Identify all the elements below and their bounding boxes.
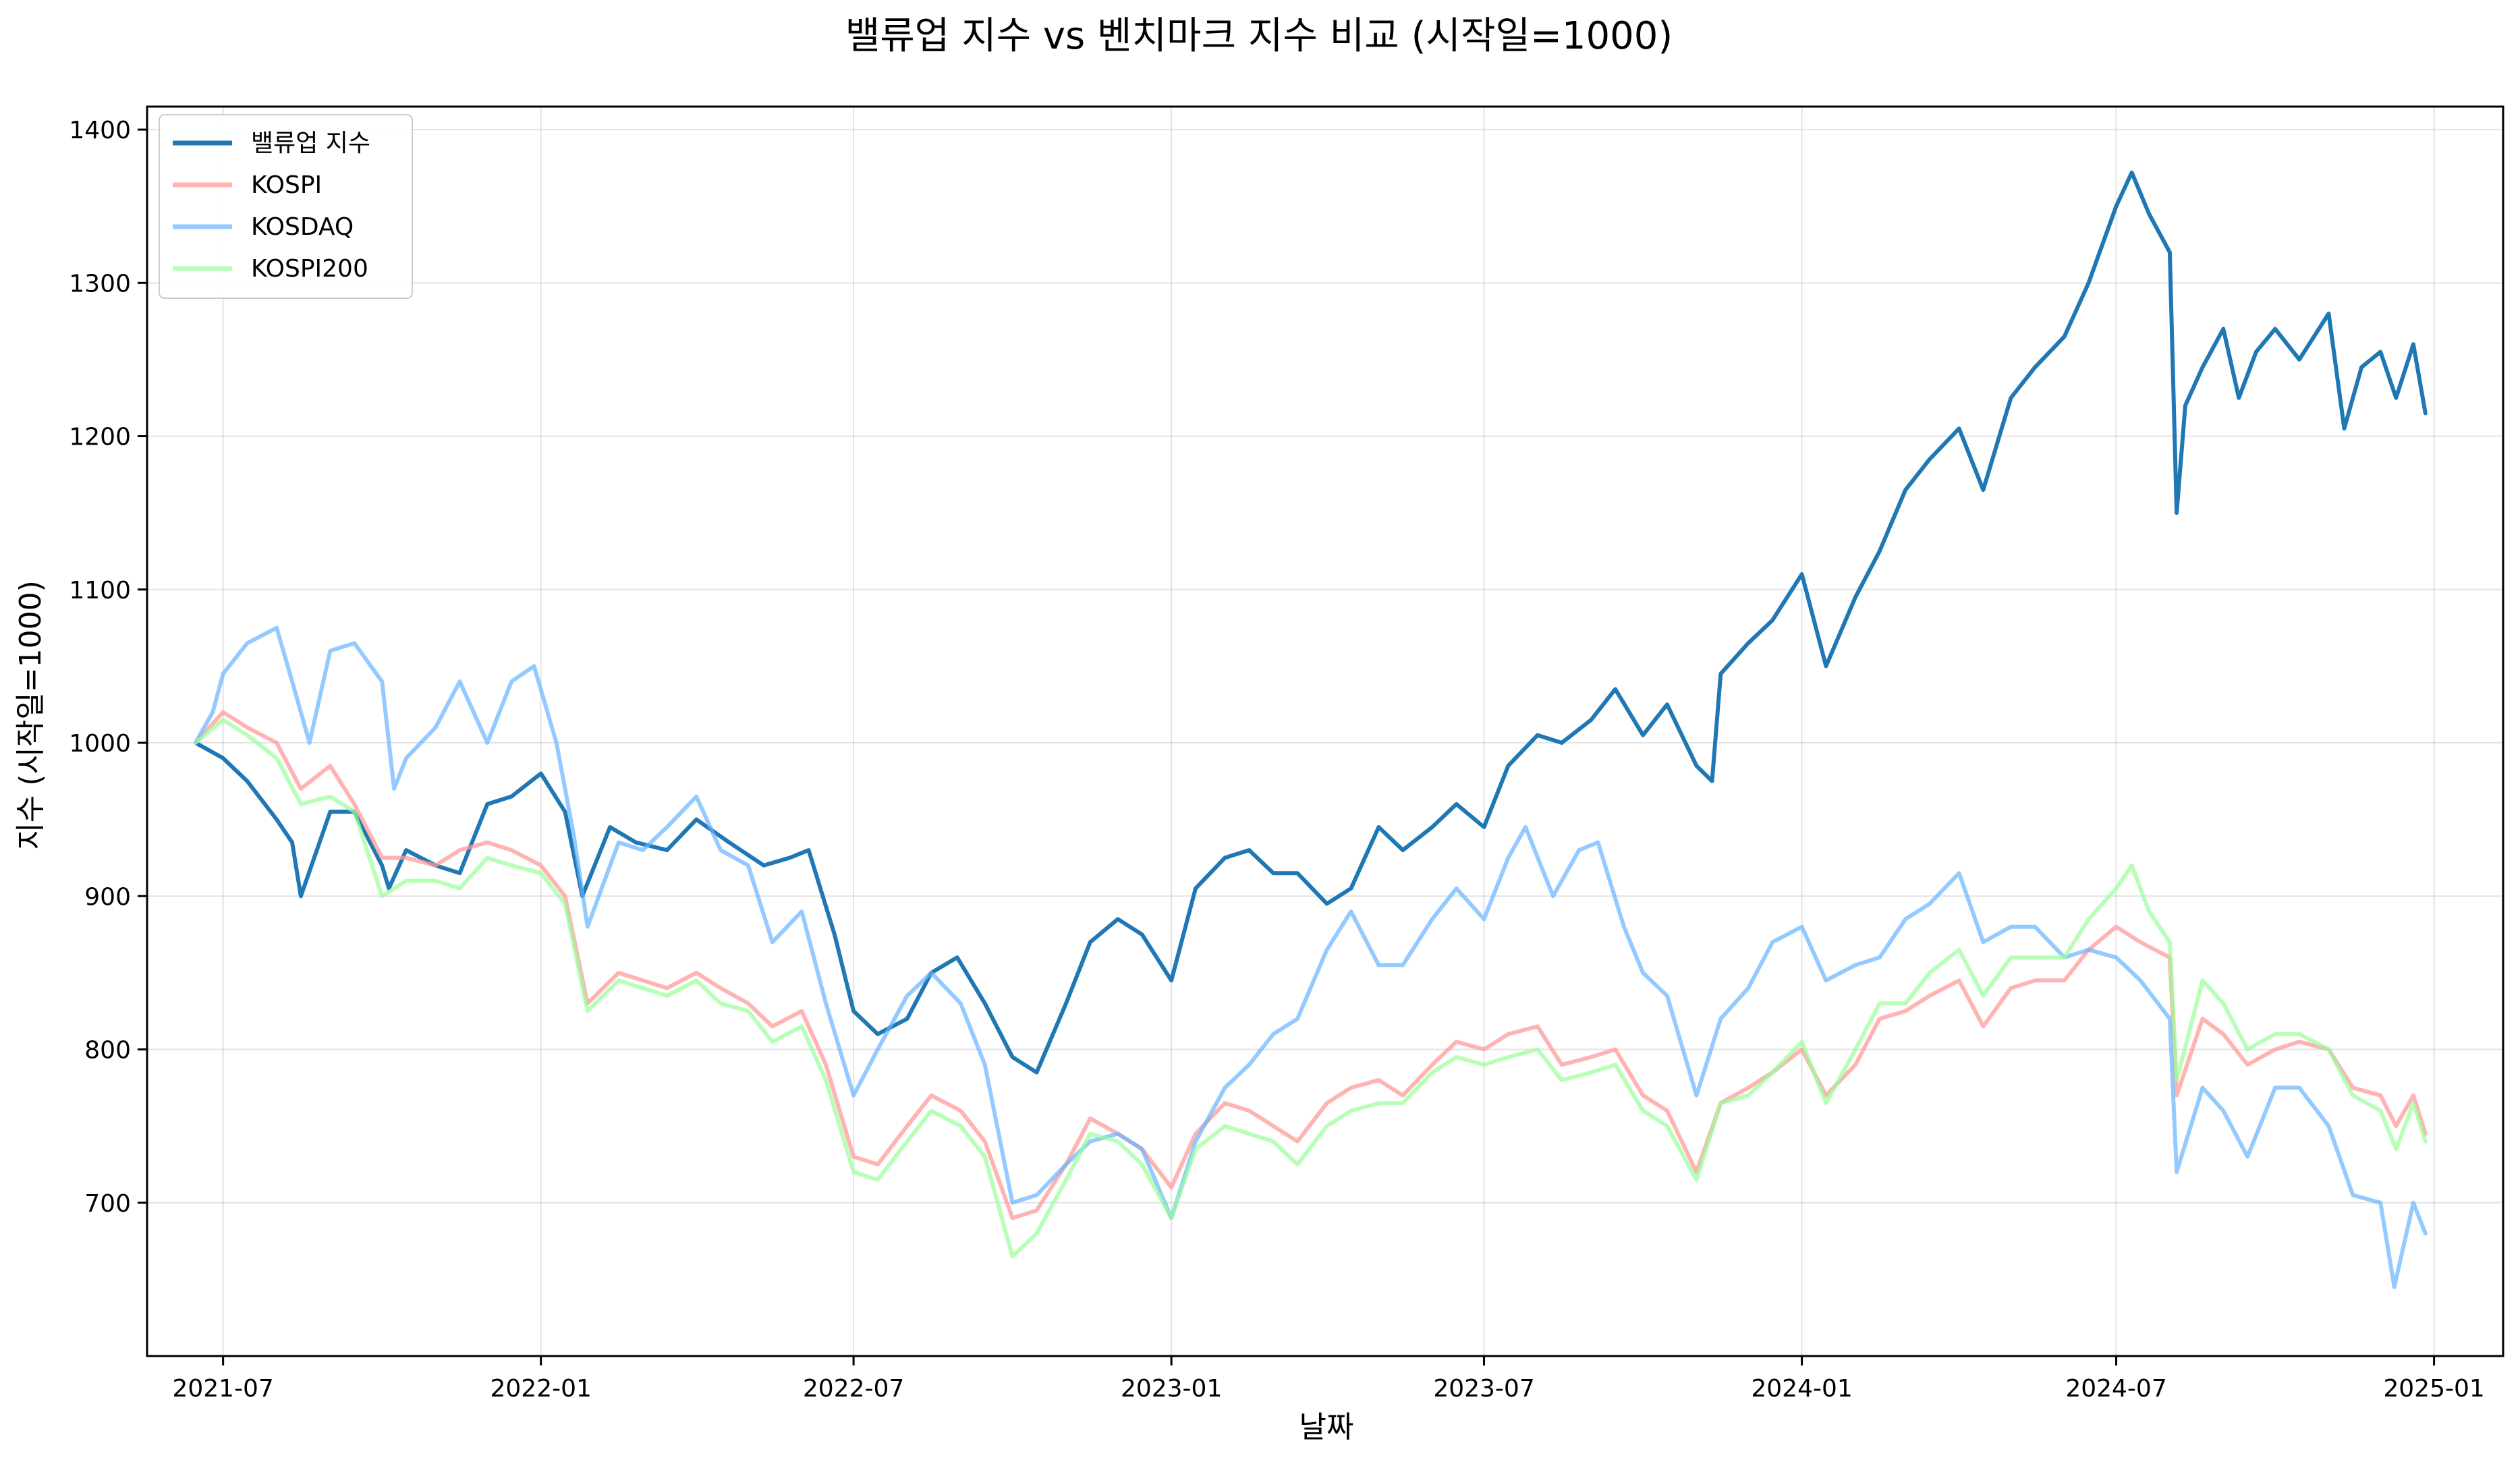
x-tick-label: 2025-01 xyxy=(2383,1375,2484,1403)
legend-items: 밸류업 지수 KOSPI KOSDAQ KOSPI200 xyxy=(173,130,370,283)
series-line xyxy=(193,170,2428,1075)
x-tick-label: 2023-07 xyxy=(1433,1375,1534,1403)
y-tick-label: 1400 xyxy=(69,117,131,144)
legend: 밸류업 지수 KOSPI KOSDAQ KOSPI200 xyxy=(159,114,413,299)
plot-frame xyxy=(146,105,2504,1357)
legend-label: KOSDAQ xyxy=(251,213,354,241)
x-tick-label: 2024-01 xyxy=(1751,1375,1852,1403)
legend-item-3: KOSPI200 xyxy=(173,255,368,283)
x-tick-label: 2022-01 xyxy=(490,1375,591,1403)
series-0 xyxy=(193,170,2428,1075)
legend-item-1: KOSPI xyxy=(173,171,322,199)
series-2 xyxy=(193,625,2428,1289)
chart-title: 밸류업 지수 vs 벤치마크 지수 비교 (시작일=1000) xyxy=(845,14,1673,58)
y-tick-label: 700 xyxy=(84,1190,131,1218)
x-axis-ticks: 2021-07 2022-01 2022-07 2023-01 2023-07 2024-… xyxy=(172,1356,2485,1403)
x-tick-label: 2024-07 xyxy=(2065,1375,2166,1403)
y-axis-ticks: 700 800 900 1000 1100 1200 1300 1400 xyxy=(69,117,147,1218)
legend-item-2: KOSDAQ xyxy=(173,213,354,241)
legend-label: 밸류업 지수 xyxy=(251,130,370,157)
x-tick-label: 2022-07 xyxy=(803,1375,904,1403)
x-tick-label: 2021-07 xyxy=(172,1375,273,1403)
y-tick-label: 1100 xyxy=(69,577,131,604)
y-tick-label: 1200 xyxy=(69,424,131,451)
legend-label: KOSPI200 xyxy=(251,255,368,283)
series-line xyxy=(193,625,2428,1289)
series-3 xyxy=(193,718,2428,1259)
legend-item-0: 밸류업 지수 xyxy=(173,130,370,157)
legend-label: KOSPI xyxy=(251,171,322,199)
y-tick-label: 900 xyxy=(84,883,131,911)
y-axis-label: 지수 (시작일=1000) xyxy=(13,580,48,850)
x-axis-label: 날짜 xyxy=(1299,1410,1354,1444)
y-tick-label: 1300 xyxy=(69,270,131,298)
series-layer xyxy=(193,170,2428,1289)
y-tick-label: 800 xyxy=(84,1037,131,1065)
x-tick-label: 2023-01 xyxy=(1121,1375,1222,1403)
y-tick-label: 1000 xyxy=(69,730,131,758)
series-line xyxy=(193,718,2428,1259)
legend-box xyxy=(159,114,413,299)
